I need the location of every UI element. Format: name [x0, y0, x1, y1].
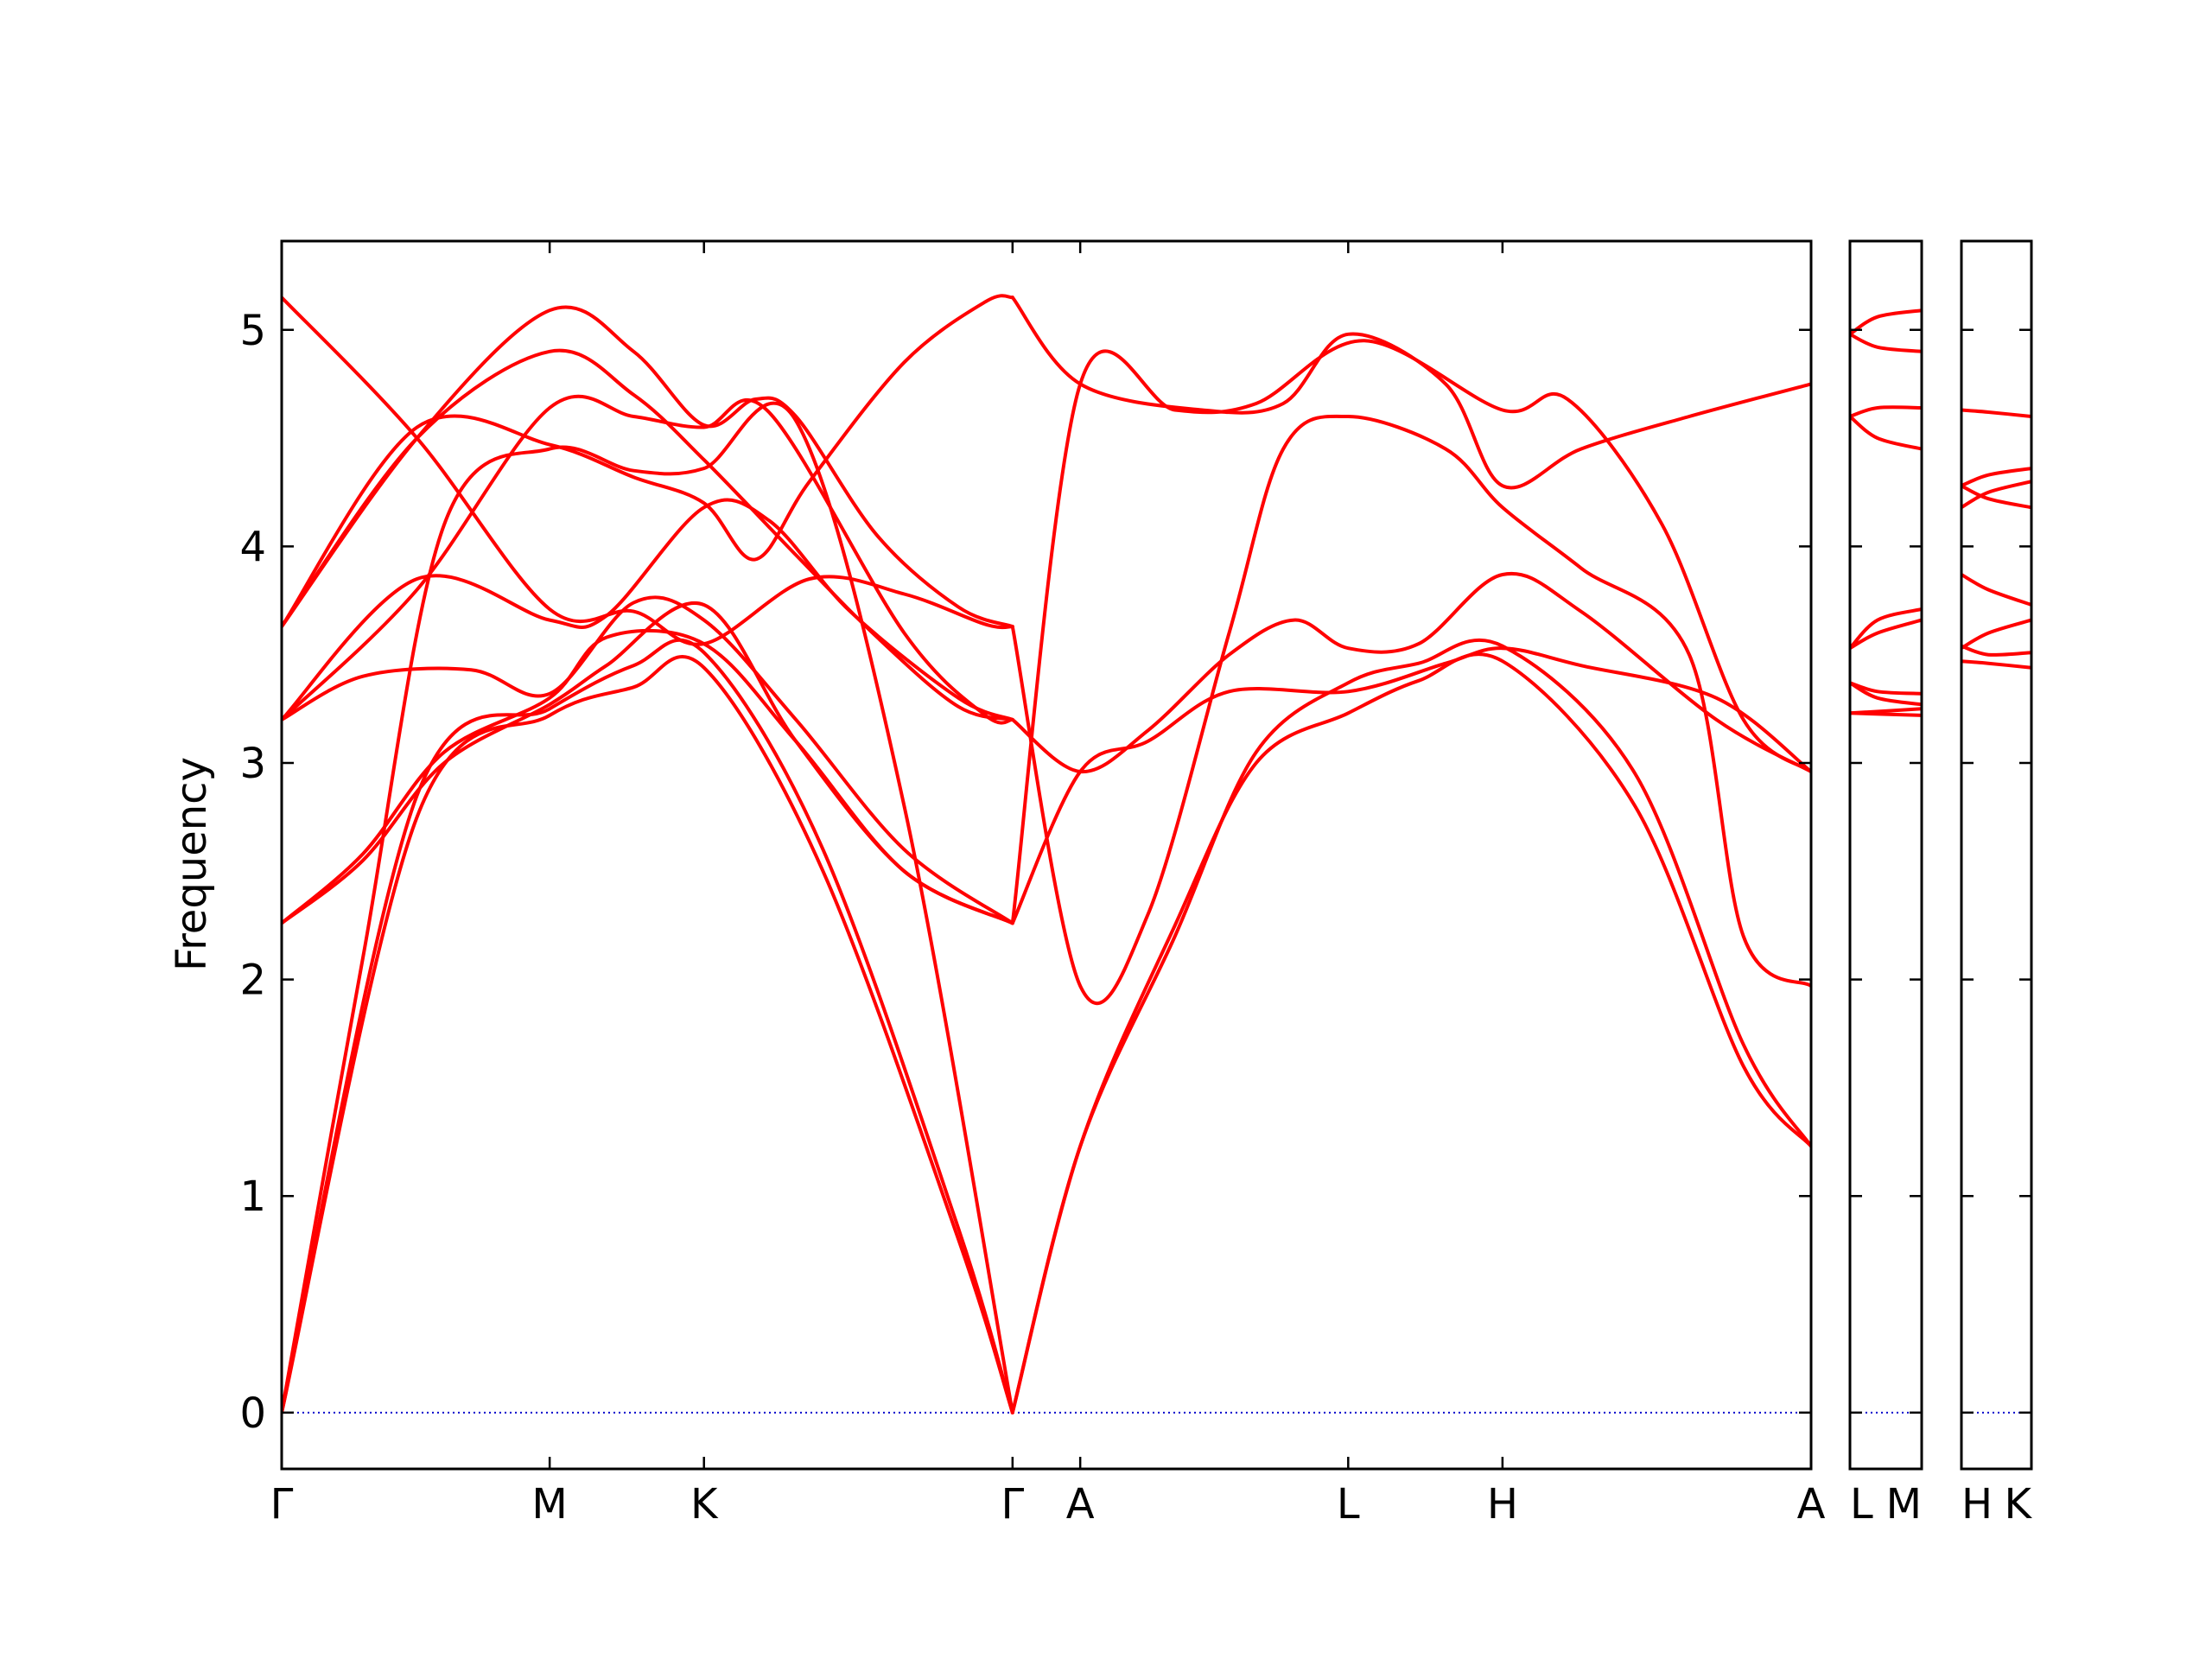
x-tick-label: H [1487, 1480, 1518, 1529]
band-18 [1010, 296, 1811, 490]
y-tick-label: 4 [239, 523, 266, 571]
band-5 [1850, 618, 1922, 651]
band-11 [282, 305, 1014, 629]
band-2 [282, 638, 1014, 1414]
x-tick-label: M [531, 1480, 567, 1529]
band-2 [1961, 644, 2031, 657]
band-9 [1850, 332, 1922, 353]
band-12 [282, 294, 1014, 629]
band-1 [1961, 659, 2031, 670]
band-4 [1850, 681, 1922, 696]
band-3 [282, 401, 1014, 1414]
band-14 [1010, 638, 1811, 1414]
band-9 [282, 348, 1014, 721]
band-group [282, 294, 1811, 1414]
band-2 [1850, 707, 1922, 715]
y-tick-label: 3 [239, 740, 266, 788]
x-tick-label: Γ [1001, 1480, 1024, 1529]
band-8 [1850, 405, 1922, 418]
x-tick-label: M [1886, 1480, 1922, 1529]
y-tick-label: 5 [239, 307, 266, 355]
band-6 [1961, 484, 2031, 510]
x-tick-label: Γ [270, 1480, 294, 1529]
band-1 [282, 654, 1014, 1414]
band-7 [1850, 415, 1922, 451]
band-group [1850, 308, 1922, 717]
band-group [1961, 408, 2031, 670]
band-3 [1961, 618, 2031, 651]
axes-frame [1848, 239, 1923, 1471]
band-5 [282, 628, 1014, 925]
axes-frame [280, 239, 1813, 1471]
x-tick-label: A [1797, 1480, 1826, 1529]
band-7 [282, 394, 1014, 725]
y-tick-label: 0 [239, 1389, 266, 1438]
axes-frame [1960, 239, 2033, 1471]
band-15 [1010, 646, 1811, 925]
x-tick-label: K [2005, 1480, 2033, 1529]
band-16 [1010, 571, 1811, 774]
y-tick-label: 2 [239, 957, 266, 1005]
x-tick-label: A [1066, 1480, 1095, 1529]
band-7 [1961, 467, 2031, 488]
band-4 [1961, 573, 2031, 607]
band-6 [1850, 607, 1922, 651]
y-axis-label: Frequency [168, 757, 216, 971]
x-tick-label: L [1850, 1480, 1873, 1529]
band-6 [282, 595, 1014, 925]
band-19 [1010, 339, 1811, 925]
x-tick-label: K [690, 1480, 719, 1529]
x-tick-label: L [1337, 1480, 1360, 1529]
band-8 [1961, 408, 2031, 418]
band-13 [1010, 652, 1811, 1414]
band-5 [1961, 480, 2031, 510]
x-tick-label: H [1961, 1480, 1993, 1529]
band-17 [1010, 414, 1811, 1006]
y-tick-label: 1 [239, 1173, 266, 1221]
band-8 [282, 498, 1014, 721]
